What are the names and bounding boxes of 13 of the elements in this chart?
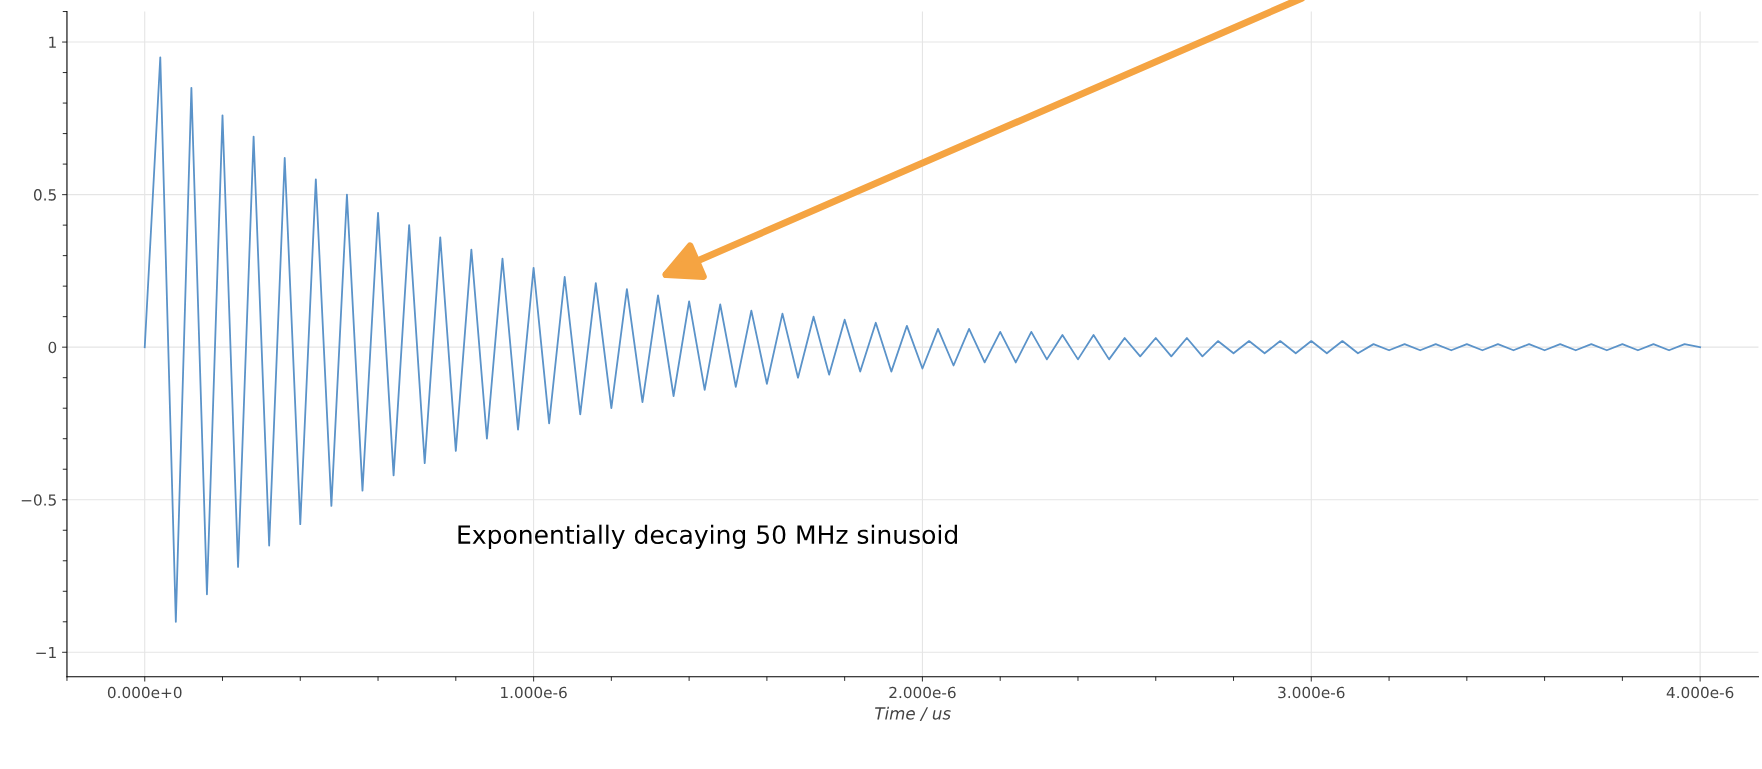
y-tick-label: −0.5 [21,494,56,506]
x-tick-label: 4.000e-6 [1666,686,1734,699]
y-tick-label: 0 [48,341,57,354]
x-tick-label: 2.000e-6 [889,686,956,699]
y-tick-label: −1 [36,646,56,659]
annotation: Exponentially decaying 50 MHz sinusoid [458,524,957,549]
y-tick-label: 1 [49,36,56,48]
x-axis-title: Time / us [875,706,951,721]
x-tick-label: 3.000e-6 [1278,686,1345,699]
x-tick-label: 1.000e-6 [501,686,567,699]
line-series [143,56,1702,623]
y-tick-label: 0.5 [33,189,56,201]
x-tick-label: 0.000e+0 [107,686,182,699]
